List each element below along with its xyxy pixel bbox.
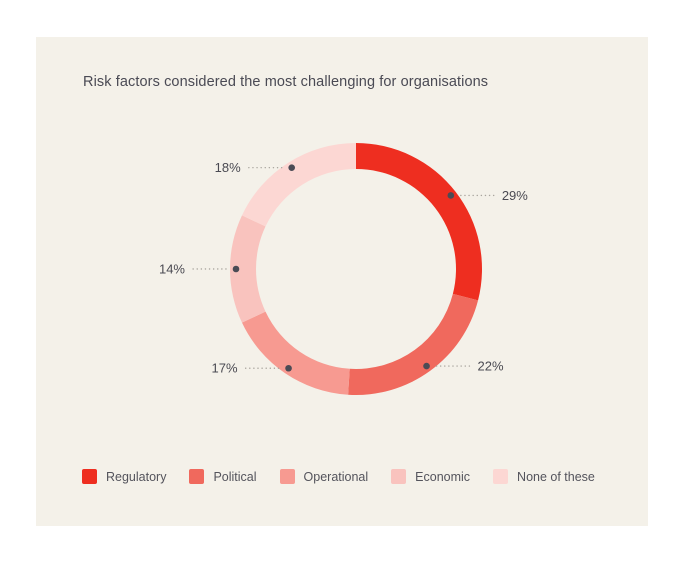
label-dot-regulatory bbox=[447, 192, 455, 199]
data-label-none-of-these: 18% bbox=[215, 160, 241, 175]
legend-item-regulatory[interactable]: Regulatory bbox=[82, 469, 166, 484]
legend-swatch bbox=[82, 469, 97, 484]
data-label-political: 22% bbox=[478, 359, 504, 374]
data-label-regulatory: 29% bbox=[502, 188, 528, 203]
chart-title: Risk factors considered the most challen… bbox=[83, 74, 489, 90]
legend-swatch bbox=[391, 469, 407, 484]
legend-label: Regulatory bbox=[106, 469, 167, 484]
legend-swatch bbox=[493, 469, 509, 484]
label-dot-political bbox=[423, 362, 430, 370]
chart-card: Risk factors considered the most challen… bbox=[36, 37, 648, 526]
label-dot-none-of-these bbox=[288, 164, 296, 171]
donut-chart: 29% 22% 17% 14% 18% bbox=[159, 143, 528, 395]
legend-swatch bbox=[279, 469, 295, 484]
donut-slice-political[interactable] bbox=[348, 293, 479, 395]
legend-label: Political bbox=[213, 469, 257, 484]
legend-label: Operational bbox=[303, 469, 369, 484]
donut-slice-none-of-these[interactable] bbox=[241, 143, 356, 227]
data-label-operational: 17% bbox=[212, 361, 238, 376]
legend-item-none-of-these[interactable]: None of these bbox=[493, 469, 595, 484]
legend-label: None of these bbox=[517, 469, 595, 484]
chart-legend: Regulatory Political Operational Economi… bbox=[82, 469, 595, 484]
donut-slice-regulatory[interactable] bbox=[356, 143, 482, 301]
donut-slice-economic[interactable] bbox=[230, 215, 266, 323]
legend-item-economic[interactable]: Economic bbox=[391, 469, 470, 484]
label-dot-economic bbox=[232, 265, 240, 273]
data-label-economic: 14% bbox=[159, 262, 185, 277]
legend-label: Economic bbox=[415, 469, 471, 484]
legend-item-political[interactable]: Political bbox=[189, 469, 257, 484]
donut-slice-operational[interactable] bbox=[241, 311, 350, 395]
legend-item-operational[interactable]: Operational bbox=[279, 469, 369, 484]
legend-swatch bbox=[189, 469, 205, 484]
label-dot-operational bbox=[285, 364, 292, 372]
